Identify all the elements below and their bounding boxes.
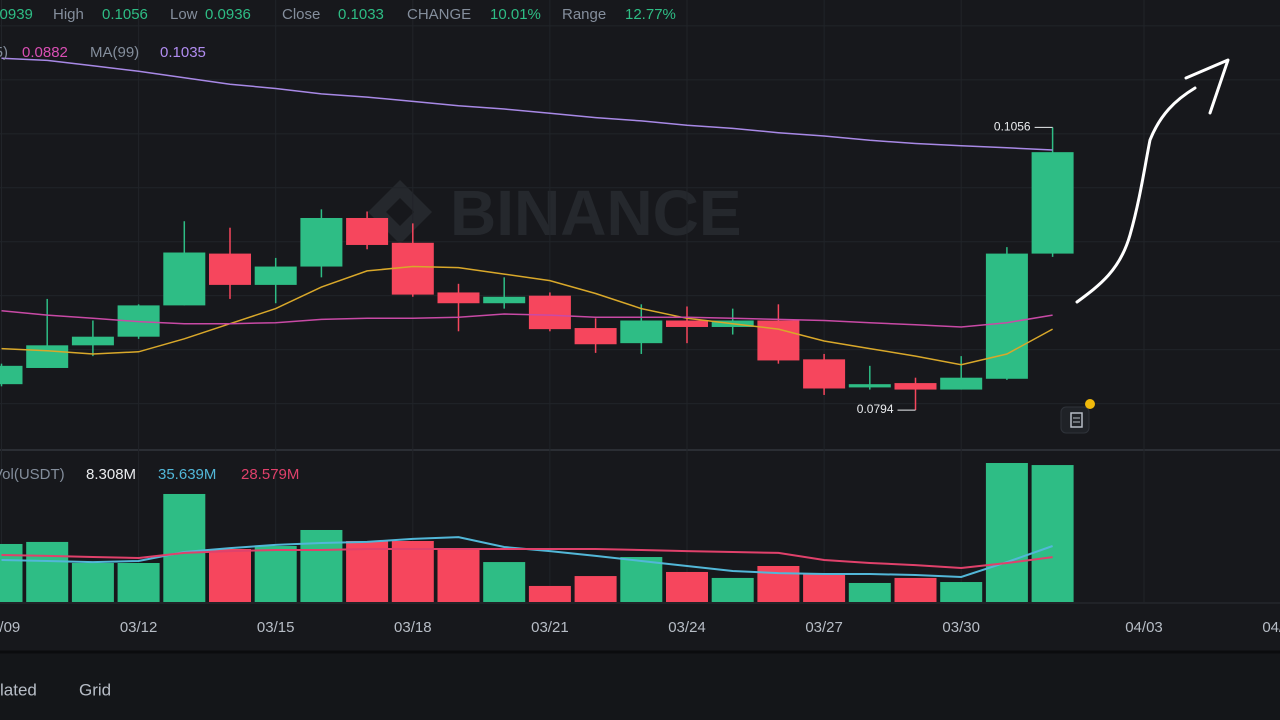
volume-ma-value: 28.579M bbox=[241, 466, 299, 483]
x-tick-label: 04/03 bbox=[1125, 619, 1163, 636]
watermark: BINANCE bbox=[450, 177, 742, 249]
candle-body bbox=[574, 328, 617, 345]
volume-bar bbox=[71, 563, 114, 602]
max-label: 0.1056 bbox=[994, 120, 1031, 134]
candle-body bbox=[0, 365, 23, 385]
candle-body bbox=[209, 253, 251, 285]
volume-bar bbox=[940, 582, 983, 602]
candle-body bbox=[163, 252, 206, 306]
drawn-arrow bbox=[1075, 58, 1230, 304]
x-tick-label: 03/18 bbox=[394, 619, 432, 636]
header-row: 0.0939 High 0.1056 Low 0.0936 Close 0.10… bbox=[0, 6, 676, 23]
x-tick-label: 03/15 bbox=[257, 619, 295, 636]
volume-bar bbox=[848, 582, 891, 602]
volume-bar bbox=[711, 577, 754, 602]
change-label: CHANGE bbox=[407, 6, 471, 23]
volume-bar bbox=[1031, 465, 1074, 602]
volume-bar bbox=[894, 577, 937, 602]
volume-bar bbox=[254, 546, 297, 602]
volume-bar bbox=[574, 576, 617, 602]
volume-bar bbox=[391, 540, 434, 602]
volume-bar bbox=[209, 549, 251, 602]
candle-body bbox=[985, 253, 1028, 379]
volume-bar bbox=[803, 574, 846, 602]
high-label: High bbox=[53, 6, 84, 23]
volume-bar bbox=[483, 562, 526, 602]
candle-body bbox=[26, 345, 69, 368]
indicator-icon[interactable] bbox=[1060, 399, 1095, 434]
close-label: Close bbox=[282, 6, 320, 23]
candle-body bbox=[940, 377, 983, 390]
candle-body bbox=[391, 242, 434, 295]
x-tick-label: 03/12 bbox=[120, 619, 158, 636]
candle-body bbox=[300, 217, 343, 267]
volume-bar bbox=[117, 563, 160, 602]
candle-body bbox=[848, 384, 891, 388]
volume-legend: Vol(USDT) 8.308M 35.639M 28.579M bbox=[0, 466, 299, 483]
plot: 03/09 03/12 03/15 03/18 03/21 03/24 03/27 03/30… bbox=[0, 57, 1280, 636]
range-label: Range bbox=[562, 6, 606, 23]
x-tick-label: 03/24 bbox=[668, 619, 706, 636]
candle-body bbox=[346, 217, 389, 245]
candle-body bbox=[666, 320, 708, 327]
candle-body bbox=[254, 266, 297, 285]
candle-body bbox=[620, 320, 663, 344]
volume-bar bbox=[437, 549, 480, 602]
candle-body bbox=[483, 296, 526, 304]
volume-bar bbox=[757, 565, 800, 602]
legend-label: MA(25) bbox=[0, 44, 8, 61]
ma-line bbox=[1, 310, 1053, 328]
low-label: Low bbox=[170, 6, 198, 23]
tab[interactable]: Grid bbox=[79, 680, 111, 699]
tab[interactable]: lated bbox=[0, 680, 37, 699]
volume-bar bbox=[620, 557, 663, 602]
volume-bar bbox=[666, 571, 708, 602]
x-tick-label: 03/30 bbox=[942, 619, 980, 636]
candle-body bbox=[71, 336, 114, 346]
candle-body bbox=[528, 295, 571, 330]
high-value: 0.1056 bbox=[102, 6, 148, 23]
volume-bar bbox=[528, 585, 571, 602]
volume-ma-value: 35.639M bbox=[158, 466, 216, 483]
candle-body bbox=[1031, 152, 1074, 254]
candle-body bbox=[894, 383, 937, 390]
change-value: 10.01% bbox=[490, 6, 541, 23]
volume-bar bbox=[985, 463, 1028, 602]
volume-bar bbox=[26, 541, 69, 602]
volume-ma-line bbox=[1, 548, 1053, 570]
range-value: 12.77% bbox=[625, 6, 676, 23]
close-value: 0.1033 bbox=[338, 6, 384, 23]
x-tick-label: 03/21 bbox=[531, 619, 569, 636]
volume-bar bbox=[163, 493, 206, 602]
volume-bar bbox=[346, 540, 389, 602]
open-value: 0.0939 bbox=[0, 6, 33, 23]
footer-bar bbox=[0, 652, 1280, 720]
ma-line bbox=[1, 57, 1053, 151]
x-tick-label: 03/09 bbox=[0, 619, 20, 636]
legend-value: 0.1035 bbox=[160, 44, 206, 61]
ma-line bbox=[1, 265, 1053, 366]
footer-tabs: lated Grid bbox=[0, 680, 111, 699]
legend-value: 0.0882 bbox=[22, 44, 68, 61]
min-label: 0.0794 bbox=[857, 402, 894, 416]
legend-label: MA(99) bbox=[90, 44, 139, 61]
volume-bar bbox=[300, 529, 343, 602]
x-tick-label: 04/06 bbox=[1262, 619, 1280, 636]
ma-legend: MA(25) 0.0882 MA(99) 0.1035 bbox=[0, 44, 206, 61]
volume-bar bbox=[0, 543, 23, 602]
x-tick-label: 03/27 bbox=[805, 619, 843, 636]
low-value: 0.0936 bbox=[205, 6, 251, 23]
candle-body bbox=[437, 292, 480, 304]
candle-body bbox=[803, 359, 846, 389]
volume-readout: 8.308M bbox=[86, 466, 136, 483]
volume-title: Vol(USDT) bbox=[0, 466, 65, 483]
candle-body bbox=[757, 320, 800, 361]
